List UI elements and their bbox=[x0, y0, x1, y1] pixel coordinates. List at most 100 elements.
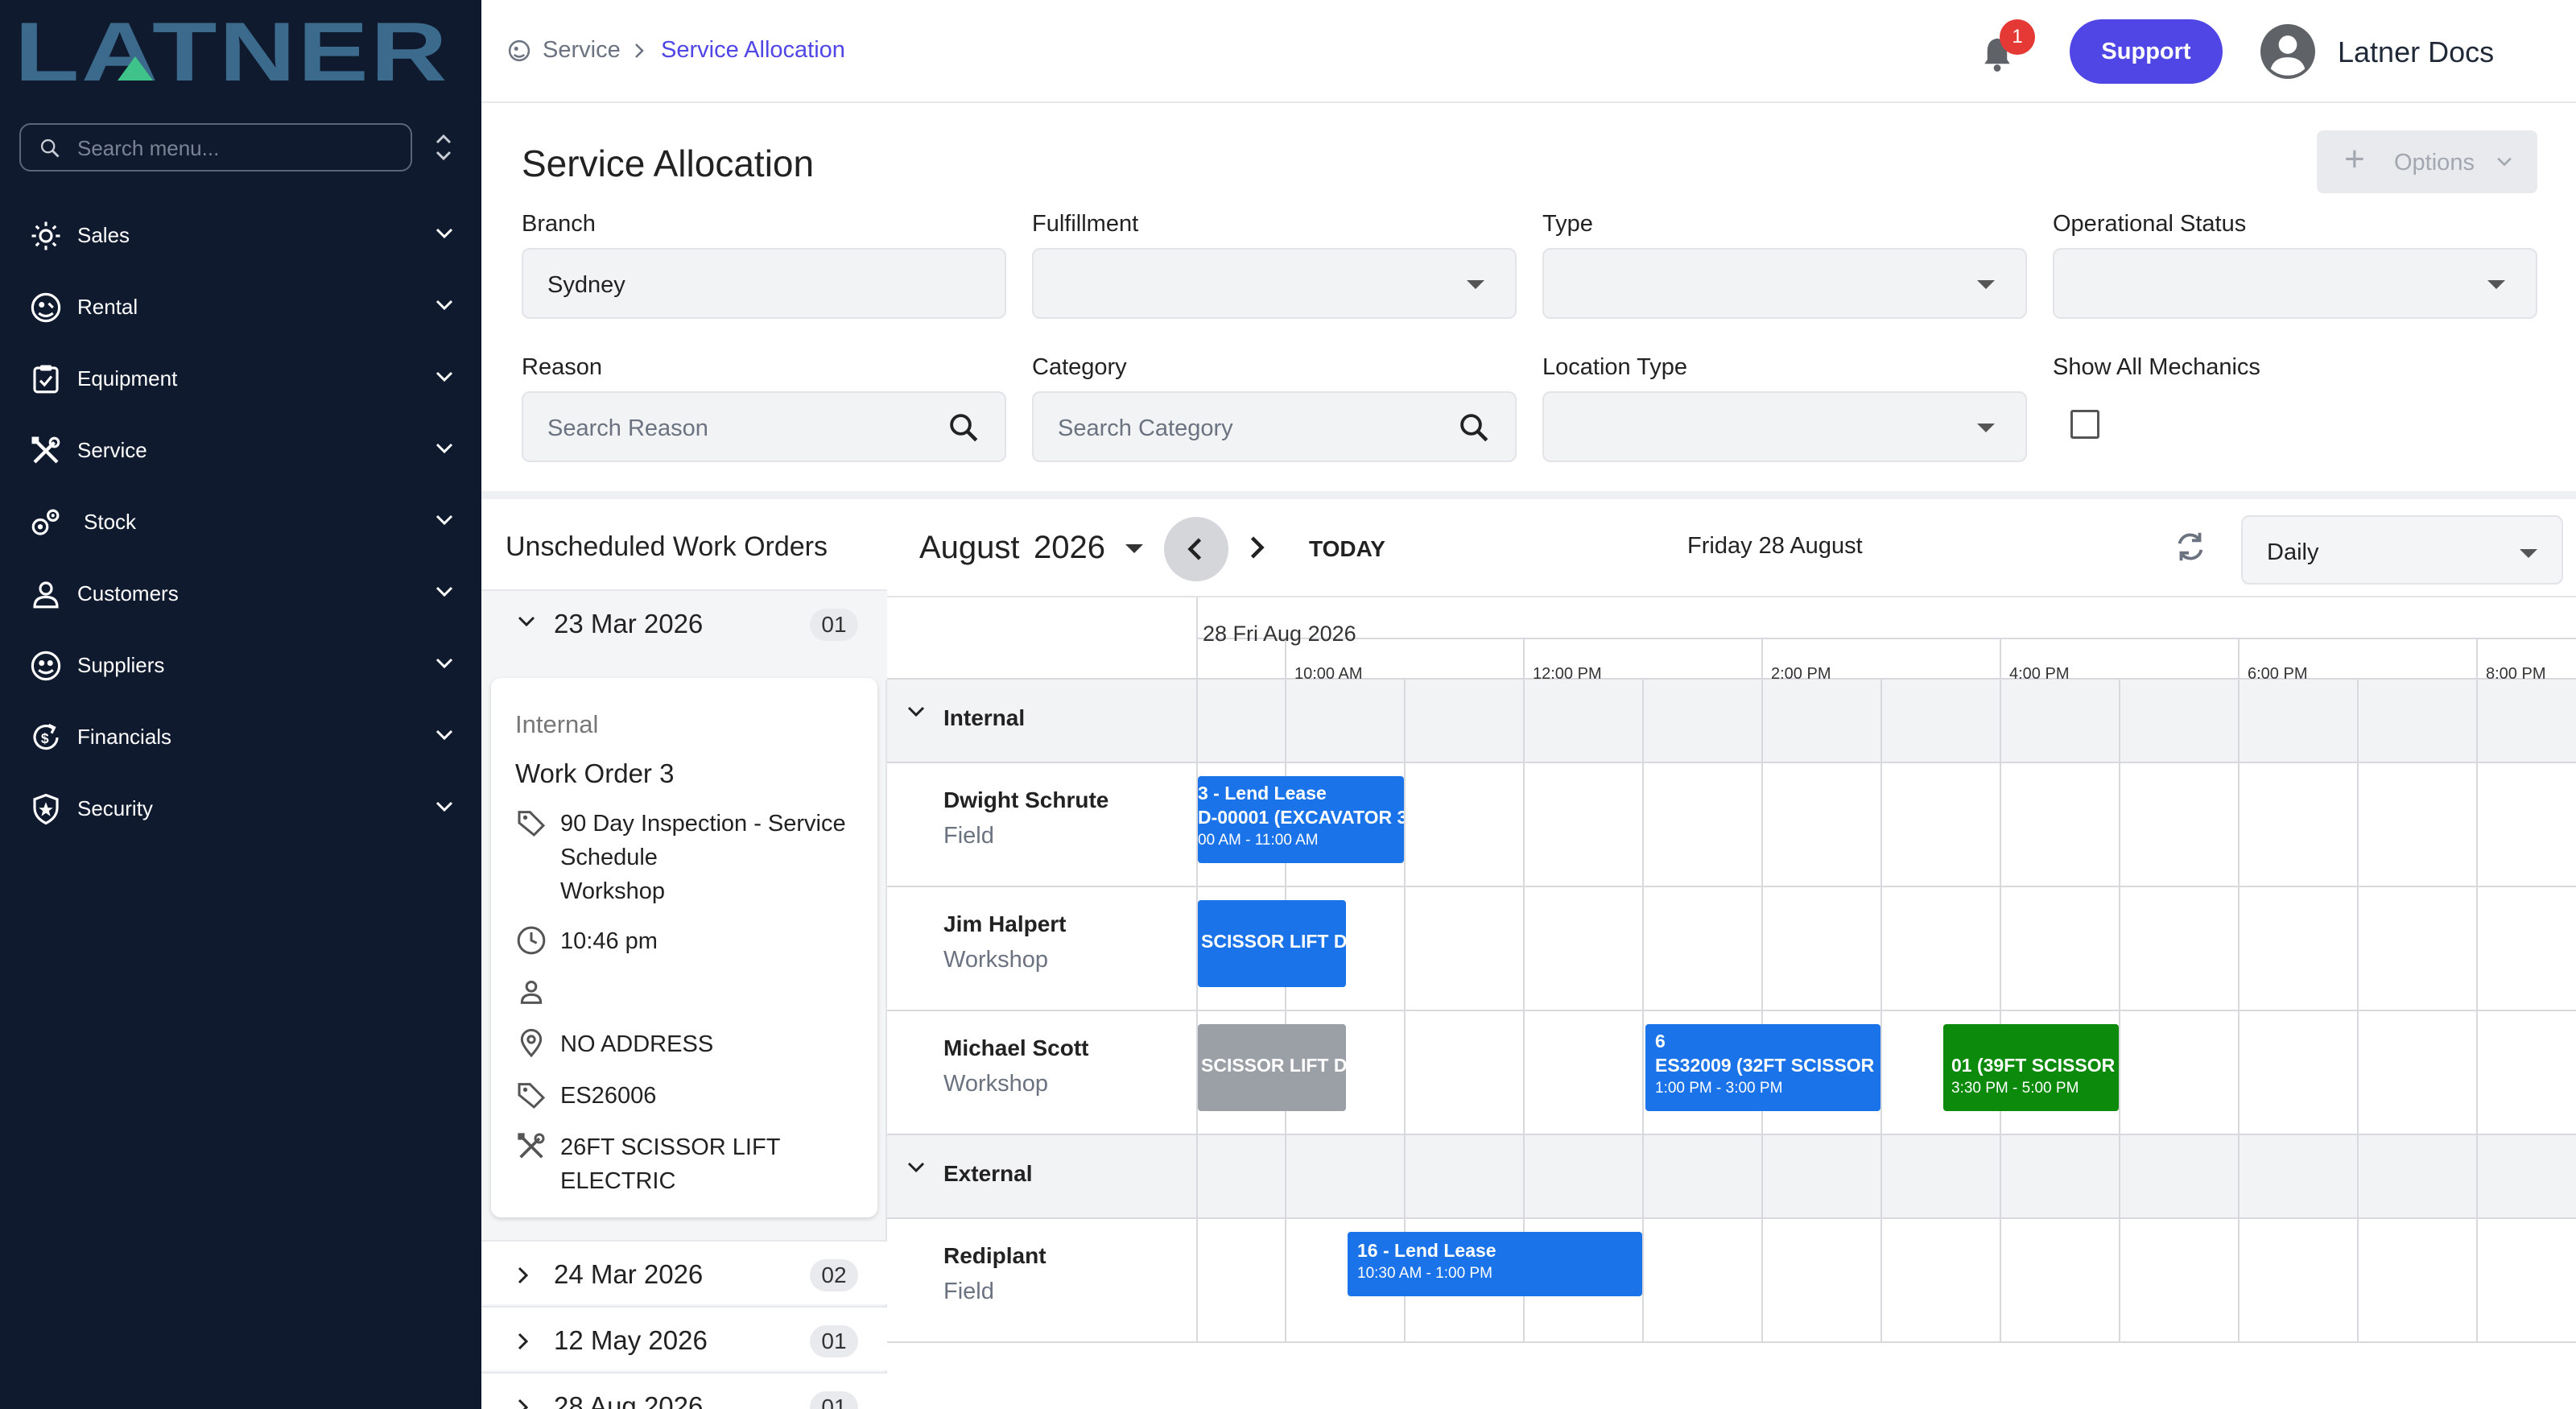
reason-search-field[interactable]: Search Reason bbox=[522, 391, 1006, 462]
unscheduled-work-orders-panel: Unscheduled Work Orders 23 Mar 2026 01 I… bbox=[481, 499, 887, 1409]
view-select[interactable]: Daily bbox=[2241, 515, 2563, 585]
equipment-line-2: ELECTRIC bbox=[560, 1168, 676, 1194]
chevron-down-icon bbox=[436, 801, 453, 812]
time-label: 6:00 PM bbox=[2248, 665, 2308, 683]
sidebar-item-service[interactable]: Service bbox=[0, 418, 481, 482]
calendar-event[interactable]: 01 (39FT SCISSOR 3:30 PM - 5:00 PM bbox=[1943, 1024, 2119, 1111]
branch-value: Sydney bbox=[547, 272, 625, 298]
next-day-button[interactable] bbox=[1241, 530, 1270, 565]
sidebar-item-financials[interactable]: $ Financials bbox=[0, 704, 481, 769]
location-type-select[interactable] bbox=[1542, 391, 2027, 462]
calendar-year[interactable]: 2026 bbox=[1034, 530, 1105, 565]
latner-logo[interactable]: LATNER bbox=[14, 14, 453, 87]
grid-line bbox=[887, 1217, 2576, 1219]
chevron-right-icon bbox=[518, 1399, 529, 1409]
refresh-icon[interactable] bbox=[2172, 528, 2209, 565]
scheduler-calendar: August 2026 TODAY Friday 28 August Daily bbox=[887, 499, 2576, 1409]
event-title: 3 - Lend Lease bbox=[1198, 783, 1327, 804]
menu-search-box[interactable] bbox=[19, 123, 412, 171]
search-icon[interactable] bbox=[1457, 411, 1491, 444]
chevron-down-icon bbox=[436, 586, 453, 597]
calendar-month[interactable]: August bbox=[919, 530, 1020, 565]
avatar[interactable] bbox=[2260, 24, 2315, 79]
collapse-sidebar-icon[interactable] bbox=[431, 131, 456, 163]
grid-line bbox=[887, 1010, 2576, 1011]
resource-name: Michael Scott bbox=[943, 1035, 1089, 1060]
caret-down-icon bbox=[1467, 280, 1484, 289]
calendar-event[interactable]: 3 - Lend Lease D-00001 (EXCAVATOR 3 00 A… bbox=[1198, 776, 1404, 863]
svg-text:$: $ bbox=[41, 730, 49, 746]
time-label: 12:00 PM bbox=[1533, 665, 1602, 683]
sidebar-item-label: Suppliers bbox=[77, 653, 165, 677]
tag-icon bbox=[518, 1083, 546, 1109]
equipment-code: ES26006 bbox=[560, 1083, 657, 1109]
breadcrumb-service[interactable]: Service bbox=[543, 37, 621, 63]
previous-day-button[interactable] bbox=[1164, 517, 1228, 581]
sidebar-item-rental[interactable]: Rental bbox=[0, 275, 481, 339]
sidebar-item-suppliers[interactable]: Suppliers bbox=[0, 633, 481, 697]
grid-line bbox=[1285, 638, 1286, 1341]
event-title: SCISSOR LIFT DI bbox=[1201, 931, 1346, 952]
service-line-1: 90 Day Inspection - Service bbox=[560, 811, 846, 837]
service-icon bbox=[508, 39, 530, 62]
work-order-group-12-may[interactable]: 12 May 2026 01 bbox=[481, 1306, 887, 1370]
work-order-group-24-mar[interactable]: 24 Mar 2026 02 bbox=[481, 1240, 887, 1304]
group-date: 23 Mar 2026 bbox=[554, 609, 704, 638]
sidebar-item-customers[interactable]: Customers bbox=[0, 561, 481, 626]
chevron-down-icon[interactable] bbox=[906, 1161, 926, 1174]
type-select[interactable] bbox=[1542, 248, 2027, 319]
chevron-down-icon[interactable] bbox=[906, 705, 926, 718]
today-button[interactable]: TODAY bbox=[1309, 536, 1385, 561]
resource-type: Field bbox=[943, 1279, 994, 1304]
show-all-mechanics-checkbox[interactable] bbox=[2070, 410, 2099, 439]
chevron-down-icon bbox=[436, 371, 453, 382]
chevron-down-icon bbox=[436, 514, 453, 526]
calendar-event[interactable]: 16 - Lend Lease 10:30 AM - 1:00 PM bbox=[1348, 1232, 1642, 1296]
day-header: 28 Fri Aug 2026 bbox=[1203, 622, 1356, 646]
sales-icon bbox=[31, 221, 60, 250]
branch-label: Branch bbox=[522, 211, 596, 237]
calendar-event[interactable]: SCISSOR LIFT DI bbox=[1198, 900, 1346, 987]
grid-line bbox=[2476, 638, 2478, 1341]
support-button[interactable]: Support bbox=[2070, 19, 2223, 84]
work-order-group-28-aug[interactable]: 28 Aug 2026 01 bbox=[481, 1372, 887, 1409]
options-button[interactable]: + Options bbox=[2317, 130, 2537, 193]
menu-search-input[interactable] bbox=[77, 133, 399, 163]
sidebar-item-equipment[interactable]: Equipment bbox=[0, 346, 481, 411]
view-value: Daily bbox=[2267, 539, 2319, 565]
show-all-mechanics-label: Show All Mechanics bbox=[2053, 354, 2260, 380]
sidebar-item-sales[interactable]: Sales bbox=[0, 203, 481, 267]
work-order-card[interactable]: Internal Work Order 3 90 Day Inspection … bbox=[491, 678, 877, 1217]
chevron-down-icon bbox=[518, 616, 535, 627]
user-name[interactable]: Latner Docs bbox=[2338, 35, 2495, 68]
event-title: 16 - Lend Lease bbox=[1357, 1240, 1496, 1261]
suppliers-icon bbox=[31, 651, 61, 681]
chevron-left-icon bbox=[1187, 538, 1202, 560]
event-detail: D-00001 (EXCAVATOR 3 bbox=[1198, 807, 1404, 828]
chevron-right-icon bbox=[518, 1333, 529, 1350]
caret-down-icon[interactable] bbox=[1125, 544, 1143, 553]
grid-line bbox=[1880, 678, 1882, 1341]
calendar-current-date: Friday 28 August bbox=[1687, 533, 1863, 559]
event-title: 6 bbox=[1655, 1031, 1666, 1052]
group-count: 01 bbox=[810, 609, 858, 641]
work-order-group-23-mar[interactable]: 23 Mar 2026 01 bbox=[481, 589, 887, 680]
fulfillment-select[interactable] bbox=[1032, 248, 1517, 319]
calendar-event[interactable]: 6 ES32009 (32FT SCISSOR 1:00 PM - 3:00 P… bbox=[1645, 1024, 1880, 1111]
search-icon[interactable] bbox=[947, 411, 980, 444]
caret-down-icon bbox=[1977, 280, 1995, 289]
calendar-event[interactable]: SCISSOR LIFT DI bbox=[1198, 1024, 1346, 1111]
breadcrumb-current[interactable]: Service Allocation bbox=[661, 37, 845, 63]
operational-status-select[interactable] bbox=[2053, 248, 2537, 319]
category-search-field[interactable]: Search Category bbox=[1032, 391, 1517, 462]
time-label: 8:00 PM bbox=[2486, 665, 2546, 683]
branch-field[interactable]: Sydney bbox=[522, 248, 1006, 319]
sidebar-item-security[interactable]: Security bbox=[0, 776, 481, 841]
plus-icon: + bbox=[2344, 139, 2365, 179]
page-title: Service Allocation bbox=[522, 143, 815, 184]
person-icon bbox=[520, 981, 543, 1004]
sidebar-item-stock[interactable]: Stock bbox=[0, 490, 481, 554]
chevron-down-icon bbox=[436, 300, 453, 311]
group-count: 01 bbox=[810, 1391, 858, 1409]
reason-placeholder: Search Reason bbox=[547, 415, 708, 441]
